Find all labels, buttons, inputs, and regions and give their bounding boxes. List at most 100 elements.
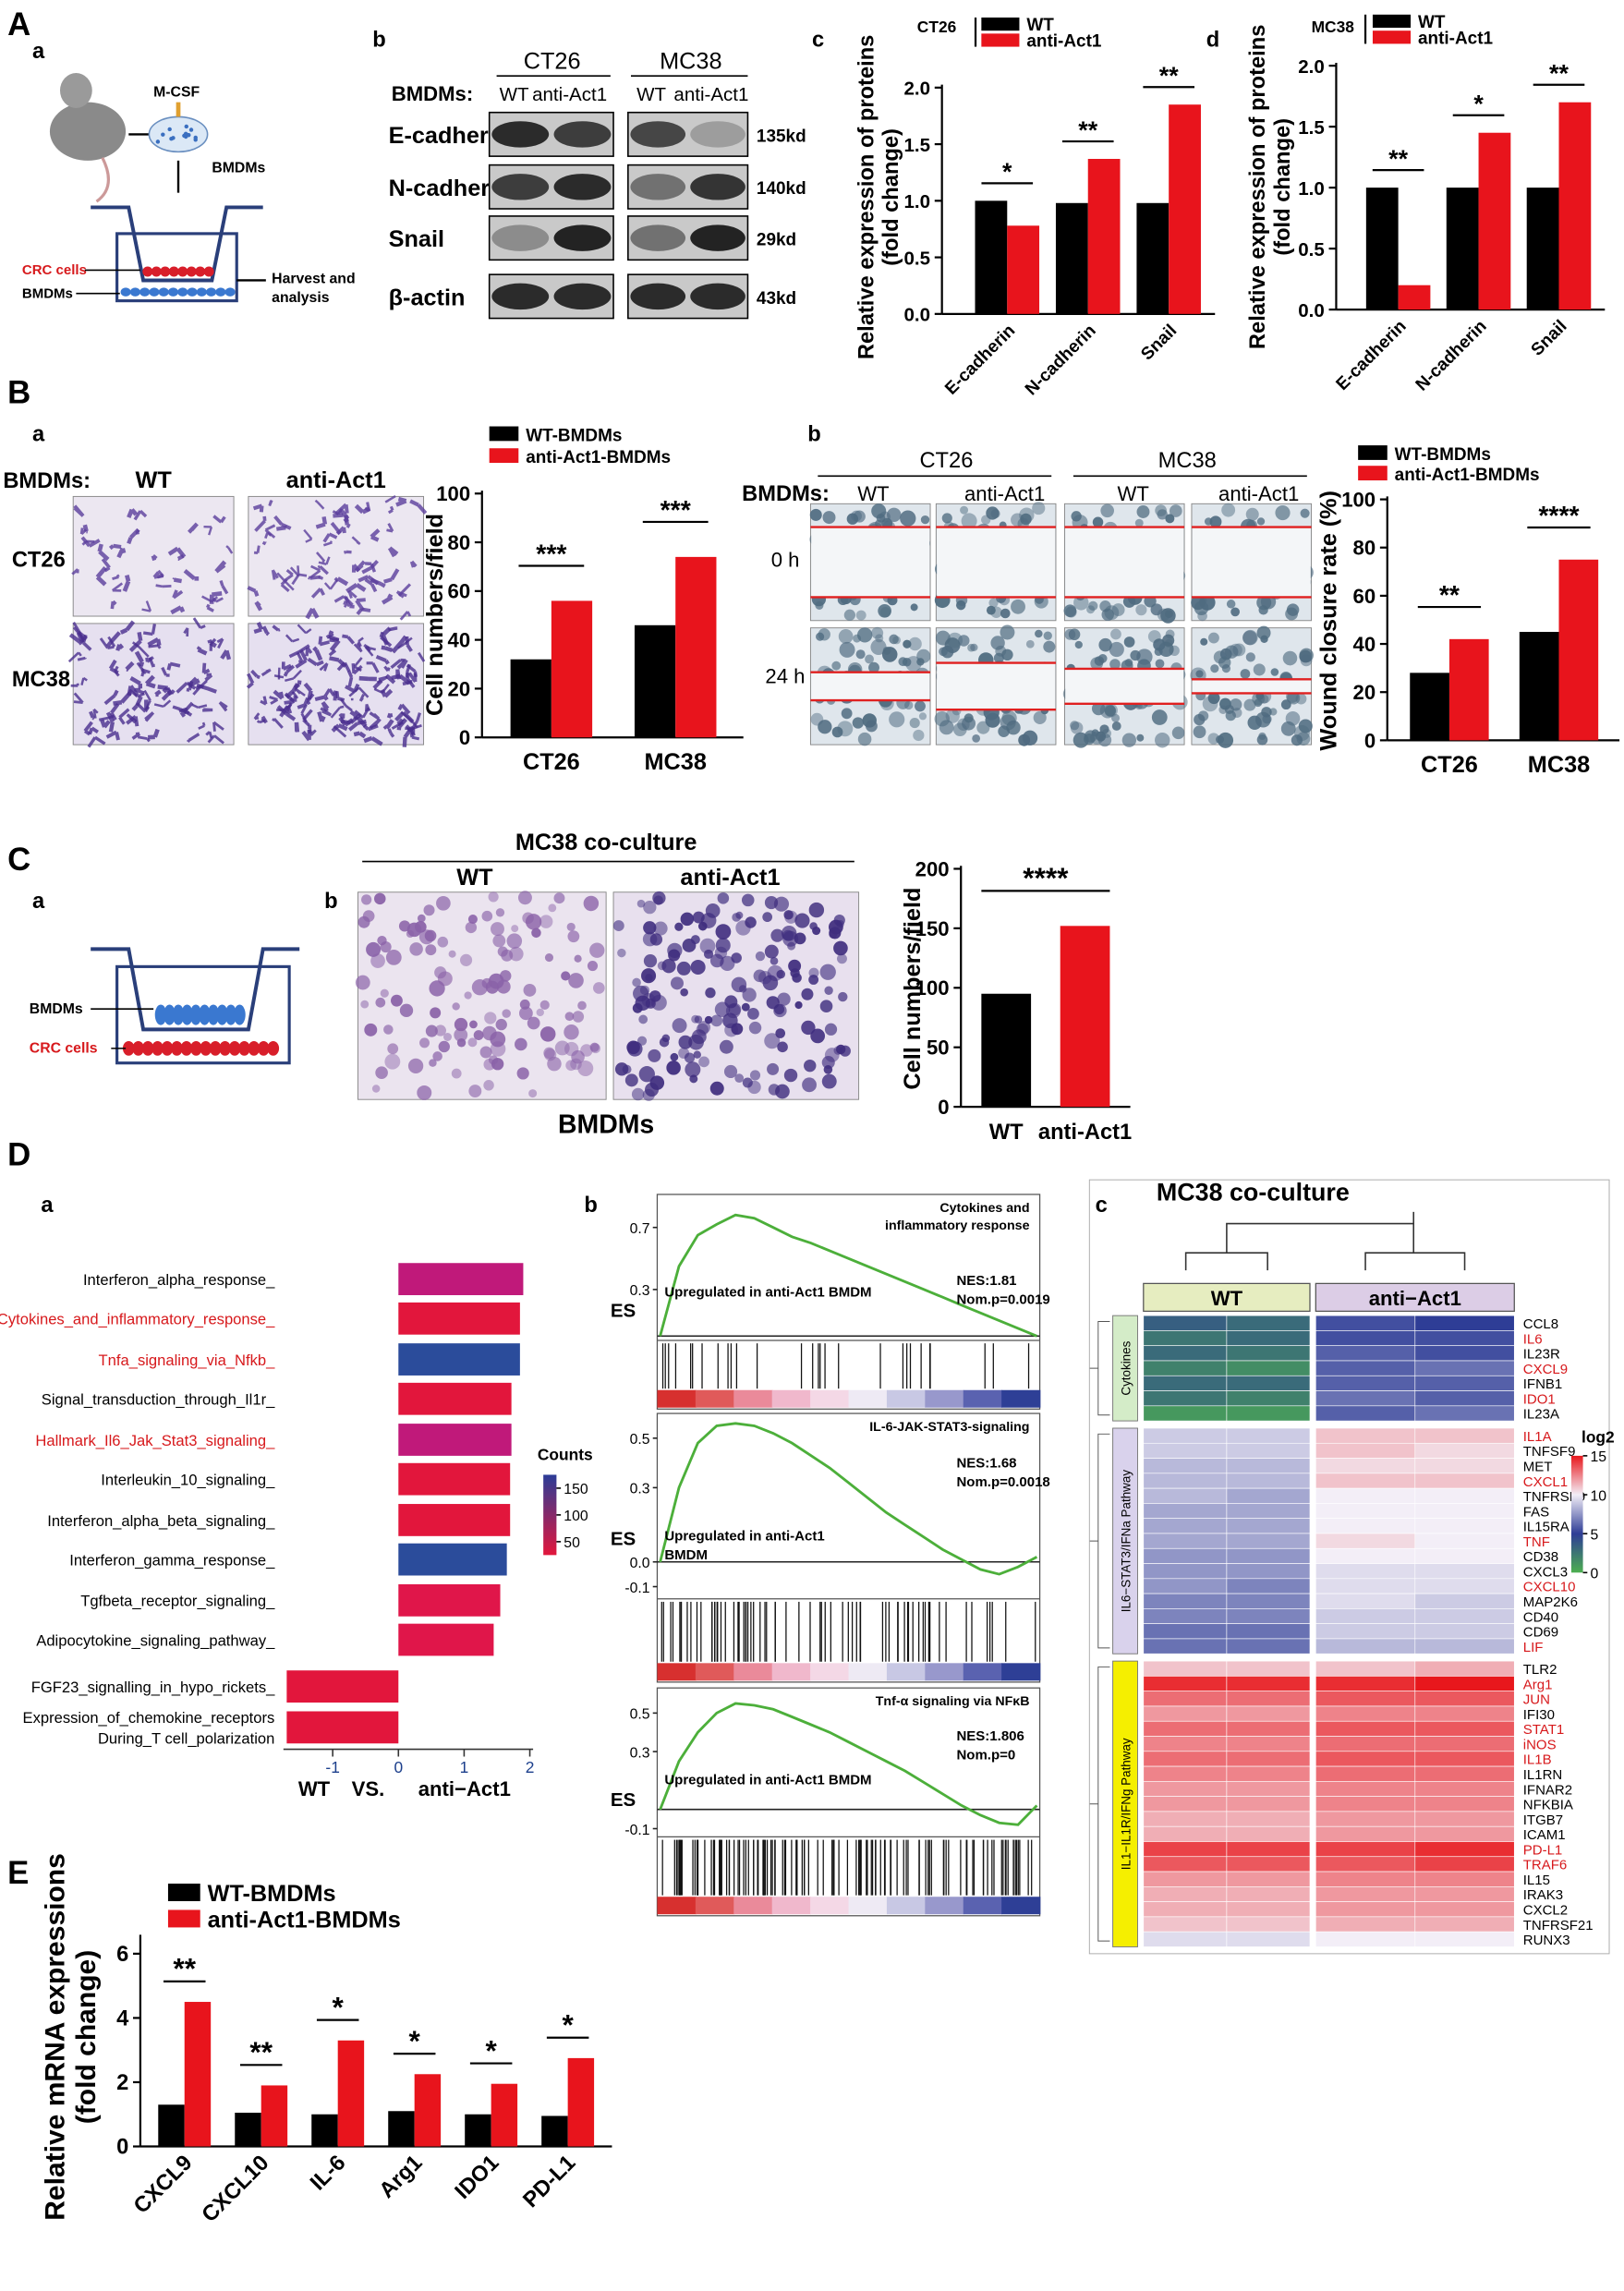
heatmap-cell xyxy=(1226,1360,1311,1376)
cell xyxy=(1270,668,1279,676)
cell xyxy=(1065,606,1077,618)
blot-band xyxy=(690,224,745,251)
crc-cell xyxy=(267,1040,280,1056)
heatmap-cell xyxy=(1414,1705,1515,1722)
panel-label: a xyxy=(32,40,45,64)
gsea-annotation: BMDM xyxy=(664,1547,708,1563)
cell xyxy=(454,1027,468,1042)
cell xyxy=(183,568,200,581)
cell xyxy=(661,959,676,974)
bar xyxy=(158,2104,185,2147)
rank-gradient xyxy=(771,1897,811,1915)
gene-label: RUNX3 xyxy=(1523,1933,1570,1948)
cell xyxy=(643,900,657,915)
cell xyxy=(118,708,130,725)
panel-label: C xyxy=(7,842,30,878)
cell xyxy=(617,948,626,958)
cell xyxy=(1202,696,1218,712)
label: 24 h xyxy=(765,665,805,688)
dish-cell xyxy=(193,135,198,140)
cell xyxy=(80,536,101,548)
x-tick-label: E-cadherin xyxy=(1333,317,1411,394)
heatmap-cell xyxy=(1143,1315,1228,1331)
cell xyxy=(940,645,954,659)
heatmap-cell xyxy=(1315,1841,1416,1858)
heatmap-cell xyxy=(1143,1916,1228,1933)
y-tick-label: 100 xyxy=(915,976,950,1000)
cell xyxy=(276,705,297,721)
wound-gap xyxy=(811,527,930,598)
cell xyxy=(822,511,836,525)
crc-cell xyxy=(160,266,171,277)
cell xyxy=(335,526,346,536)
crc-cell xyxy=(189,1040,202,1056)
wound-gap xyxy=(1065,527,1184,598)
cell xyxy=(667,942,683,959)
cell xyxy=(142,624,157,636)
legend-label: anti-Act1-BMDMs xyxy=(526,448,671,467)
cell xyxy=(705,903,721,918)
cell xyxy=(157,685,170,691)
cell xyxy=(377,935,387,946)
gene-label: IL23A xyxy=(1523,1407,1559,1423)
cell xyxy=(564,1024,579,1040)
blot-band xyxy=(630,224,686,251)
cell xyxy=(836,953,847,964)
heatmap-cell xyxy=(1315,1916,1416,1933)
cell xyxy=(641,968,657,984)
cell xyxy=(801,1020,816,1036)
rank-gradient xyxy=(886,1389,927,1408)
x-tick-label: N-cadherin xyxy=(1412,317,1491,395)
cell xyxy=(301,730,311,742)
cell xyxy=(468,1085,482,1098)
cell xyxy=(361,894,372,905)
cell xyxy=(590,1043,601,1054)
cell xyxy=(355,975,370,990)
cell xyxy=(715,924,732,939)
heatmap-cell xyxy=(1315,1578,1416,1594)
label: analysis xyxy=(272,290,330,306)
cell xyxy=(88,726,99,735)
cell xyxy=(612,920,624,932)
cell xyxy=(1165,629,1175,639)
wound-gap xyxy=(811,672,930,701)
heatmap-cell xyxy=(1315,1871,1416,1887)
label: BMDMs xyxy=(558,1110,654,1140)
cell xyxy=(652,891,666,905)
label: 43kd xyxy=(757,289,796,309)
category-label: Adipocytokine_signaling_pathway_ xyxy=(36,1631,275,1649)
cell xyxy=(553,892,565,904)
heatmap-cell xyxy=(1143,1871,1228,1887)
gene-label: iNOS xyxy=(1523,1737,1557,1752)
blot-band xyxy=(491,283,550,310)
cell xyxy=(467,914,478,925)
cell xyxy=(1020,513,1032,526)
heatmap-cell xyxy=(1414,1841,1515,1858)
cell xyxy=(436,895,451,911)
cell xyxy=(857,732,872,746)
cell xyxy=(385,950,402,965)
cell xyxy=(742,988,757,1002)
cell xyxy=(395,496,407,507)
cell xyxy=(1298,719,1313,733)
gsea-stat: Nom.p=0.0019 xyxy=(956,1291,1049,1307)
cell xyxy=(574,954,582,963)
cell xyxy=(409,560,418,568)
x-tick-label: CXCL9 xyxy=(129,2151,197,2218)
cell xyxy=(370,528,381,542)
cell xyxy=(390,658,405,669)
heatmap-cell xyxy=(1315,1638,1416,1655)
cell xyxy=(308,575,321,580)
cell xyxy=(1000,608,1011,619)
cell xyxy=(201,662,211,675)
cell xyxy=(567,930,580,943)
dish-cell xyxy=(184,124,188,129)
cell xyxy=(387,505,394,515)
bmdm-cell xyxy=(139,287,151,297)
heatmap-cell xyxy=(1414,1442,1515,1459)
label: CT26 xyxy=(12,548,66,572)
cell xyxy=(395,590,407,599)
cell xyxy=(261,625,271,636)
well xyxy=(115,232,238,303)
cell xyxy=(285,669,302,683)
